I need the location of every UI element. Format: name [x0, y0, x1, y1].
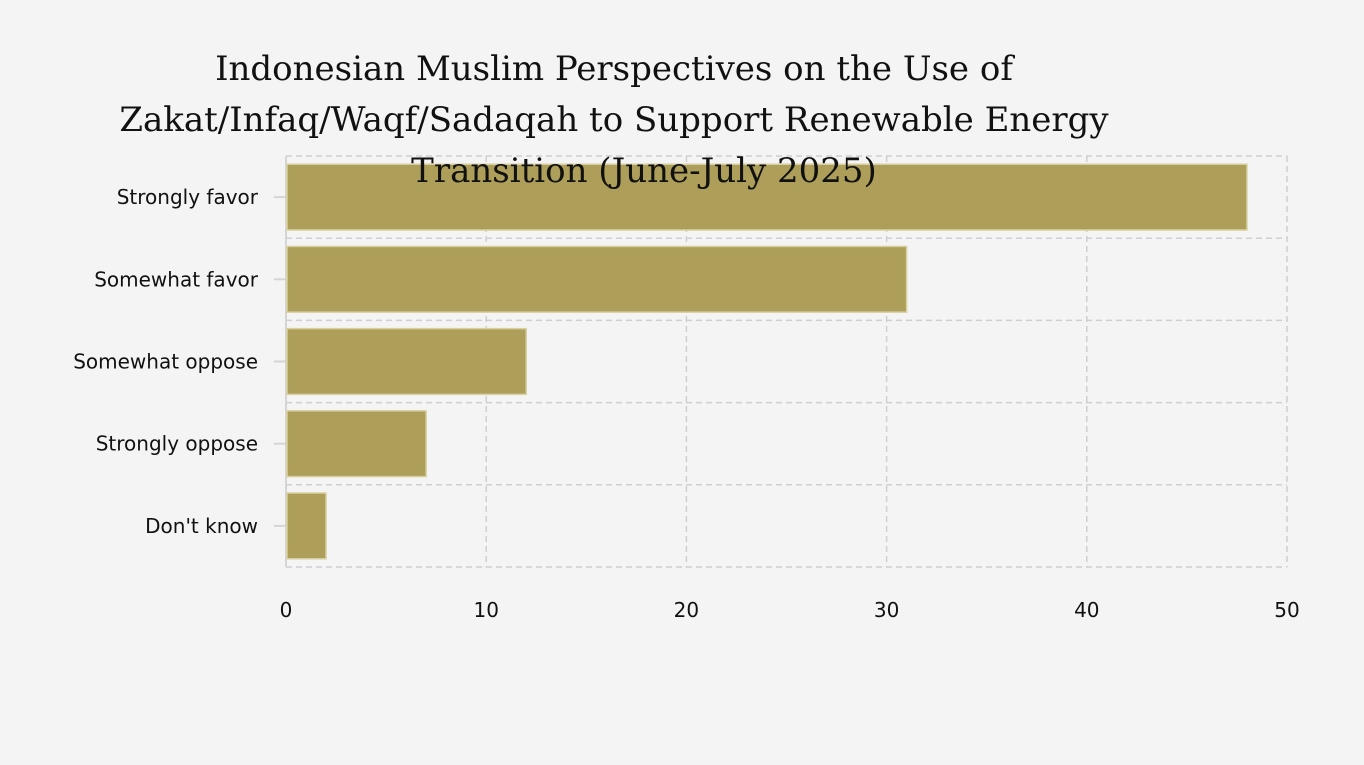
category-label: Strongly favor [117, 185, 259, 209]
x-tick-label: 10 [473, 598, 498, 622]
bar-somewhat-oppose [286, 327, 527, 396]
category-label: Somewhat oppose [73, 350, 258, 374]
bar-somewhat-favor [286, 245, 908, 313]
x-tick-label: 50 [1274, 598, 1299, 622]
x-tick-label: 20 [674, 598, 699, 622]
x-tick-label: 0 [280, 598, 293, 622]
x-tick-label: 40 [1074, 598, 1099, 622]
category-label: Don't know [145, 514, 258, 538]
x-tick-label: 30 [874, 598, 899, 622]
bar-strongly-favor [286, 163, 1248, 231]
category-label: Strongly oppose [96, 432, 258, 456]
category-label: Somewhat favor [94, 267, 259, 291]
bar-don-t-know [286, 492, 327, 560]
bar-strongly-oppose [286, 410, 427, 478]
